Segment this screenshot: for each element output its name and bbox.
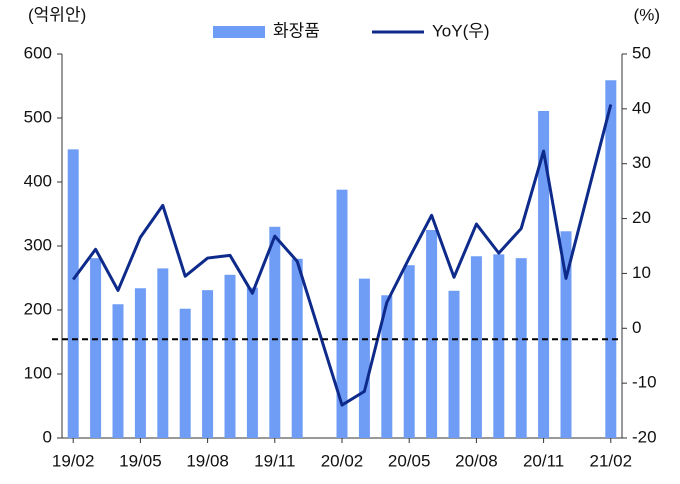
bar bbox=[470, 256, 482, 438]
bar bbox=[493, 254, 505, 438]
x-tick-label: 19/02 bbox=[52, 451, 95, 470]
y2-tick-label: -20 bbox=[632, 427, 657, 446]
x-tick-label: 20/11 bbox=[523, 451, 564, 470]
bar bbox=[67, 149, 79, 439]
bar bbox=[157, 268, 169, 438]
y2-tick-label: 40 bbox=[632, 98, 651, 117]
y2-tick-label: 30 bbox=[632, 153, 651, 172]
y2-tick-label: 10 bbox=[632, 263, 651, 282]
legend-swatch bbox=[213, 26, 265, 38]
legend-label: YoY(우) bbox=[432, 21, 490, 40]
x-tick-label: 19/08 bbox=[186, 451, 229, 470]
y2-tick-label: 0 bbox=[632, 318, 641, 337]
bar bbox=[515, 258, 527, 438]
bar bbox=[112, 304, 124, 438]
y2-tick-label: -10 bbox=[632, 373, 657, 392]
bar bbox=[269, 226, 281, 438]
bar bbox=[358, 278, 370, 438]
bar bbox=[336, 189, 348, 438]
bar bbox=[381, 295, 393, 438]
x-tick-label: 19/11 bbox=[254, 451, 295, 470]
y-tick-label: 500 bbox=[24, 107, 52, 126]
y2-axis-label: (%) bbox=[634, 5, 660, 24]
y-tick-label: 200 bbox=[24, 299, 52, 318]
y-tick-label: 100 bbox=[24, 363, 52, 382]
bar bbox=[560, 231, 572, 438]
bar bbox=[426, 230, 438, 438]
x-tick-label: 20/08 bbox=[455, 451, 498, 470]
bar bbox=[538, 110, 550, 439]
x-tick-label: 19/05 bbox=[119, 451, 162, 470]
bar bbox=[179, 308, 191, 438]
bar bbox=[291, 258, 303, 438]
bar bbox=[448, 290, 460, 438]
bar bbox=[134, 288, 146, 438]
y-tick-label: 400 bbox=[24, 171, 52, 190]
line bbox=[71, 104, 613, 407]
bar bbox=[202, 290, 214, 438]
x-tick-label: 21/02 bbox=[590, 451, 633, 470]
bar bbox=[605, 80, 617, 439]
bar bbox=[224, 274, 236, 438]
bar bbox=[246, 287, 258, 438]
y2-tick-label: 20 bbox=[632, 208, 651, 227]
y-tick-label: 600 bbox=[24, 43, 52, 62]
y2-tick-label: 50 bbox=[632, 43, 651, 62]
bar bbox=[403, 265, 415, 438]
x-tick-label: 20/02 bbox=[321, 451, 364, 470]
bar bbox=[90, 258, 102, 438]
y-tick-label: 0 bbox=[43, 427, 52, 446]
legend-label: 화장품 bbox=[273, 21, 320, 40]
x-tick-label: 20/05 bbox=[388, 451, 431, 470]
y-tick-label: 300 bbox=[24, 235, 52, 254]
y-axis-label: (억위안) bbox=[28, 5, 86, 24]
